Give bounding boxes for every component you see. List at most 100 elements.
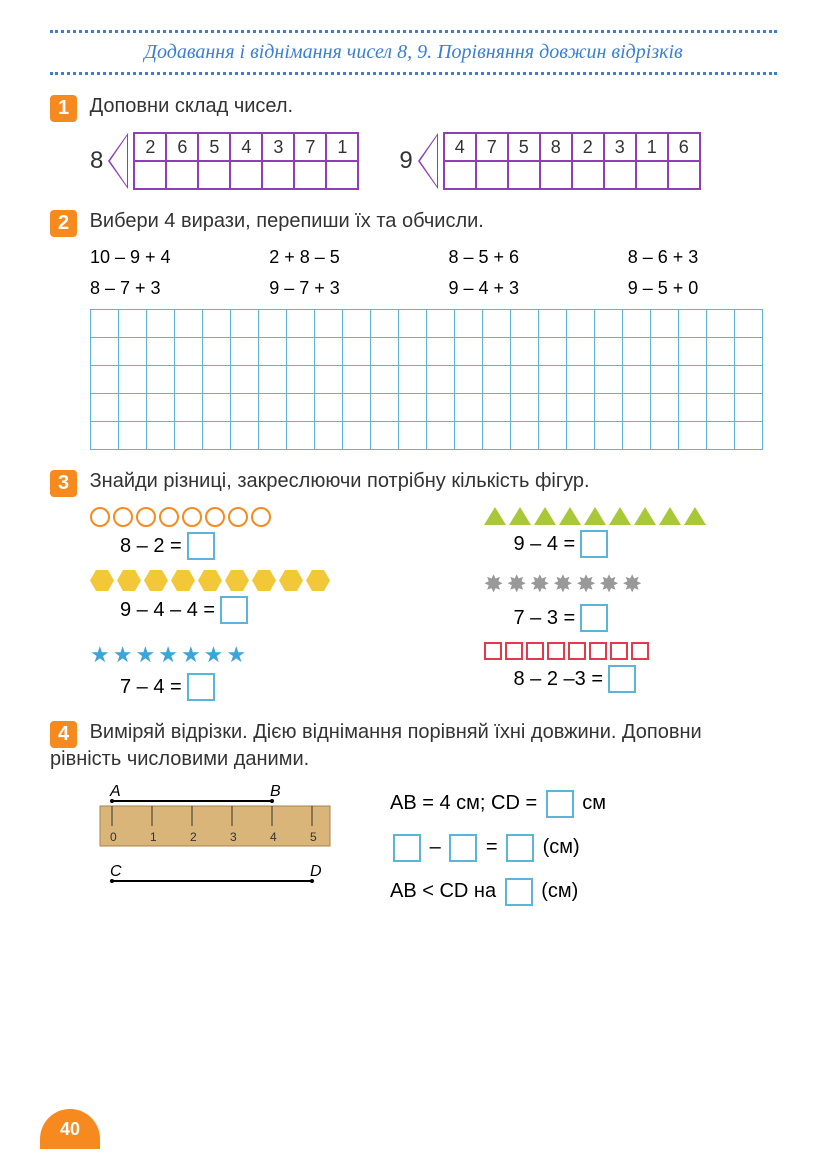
answer-box[interactable] bbox=[187, 673, 215, 701]
square-r-icon bbox=[484, 642, 502, 660]
expression: 9 – 5 + 0 bbox=[628, 278, 777, 299]
number-composition-row: 8 2 6 5 4 3 7 1 bbox=[90, 132, 777, 190]
table-9: 4 7 5 8 2 3 1 6 bbox=[443, 132, 701, 190]
answer-box[interactable] bbox=[546, 790, 574, 818]
star-gray-icon: ✸ bbox=[530, 570, 550, 599]
cell: 8 bbox=[540, 133, 572, 161]
answer-cell[interactable] bbox=[198, 161, 230, 189]
star-gray-icon: ✸ bbox=[622, 570, 642, 599]
expression: 9 – 4 + 3 bbox=[449, 278, 598, 299]
hexagon-icon bbox=[279, 570, 303, 591]
page-number: 40 bbox=[40, 1109, 100, 1149]
expression: 8 – 7 + 3 bbox=[90, 278, 239, 299]
hexagon-shapes bbox=[90, 570, 384, 591]
answer-cell[interactable] bbox=[636, 161, 668, 189]
answer-cell[interactable] bbox=[230, 161, 262, 189]
answer-cell[interactable] bbox=[444, 161, 476, 189]
answer-cell[interactable] bbox=[476, 161, 508, 189]
circle-o-icon bbox=[90, 507, 110, 527]
cell: 6 bbox=[166, 133, 198, 161]
shapes-row-2: 9 – 4 – 4 = ✸✸✸✸✸✸✸ 7 – 3 = bbox=[90, 570, 777, 632]
square-r-icon bbox=[631, 642, 649, 660]
cell: 2 bbox=[134, 133, 166, 161]
answer-cell[interactable] bbox=[572, 161, 604, 189]
label-8: 8 bbox=[90, 147, 103, 175]
cell: 7 bbox=[294, 133, 326, 161]
square-r-icon bbox=[568, 642, 586, 660]
equation: 8 – 2 –3 = bbox=[514, 665, 778, 693]
star-blue-icon: ★ bbox=[113, 642, 133, 668]
table-8: 2 6 5 4 3 7 1 bbox=[133, 132, 359, 190]
hexagon-icon bbox=[306, 570, 330, 591]
expression: 8 – 6 + 3 bbox=[628, 247, 777, 268]
ruler-icon bbox=[100, 806, 330, 846]
star-gray-icon: ✸ bbox=[507, 570, 527, 599]
task-number: 2 bbox=[50, 210, 77, 237]
svg-text:5: 5 bbox=[310, 830, 317, 844]
answer-cell[interactable] bbox=[508, 161, 540, 189]
circle-o-icon bbox=[251, 507, 271, 527]
answer-box[interactable] bbox=[449, 834, 477, 862]
cell: 3 bbox=[604, 133, 636, 161]
star-gray-icon: ✸ bbox=[599, 570, 619, 599]
point-B: B bbox=[270, 783, 281, 800]
answer-box[interactable] bbox=[187, 532, 215, 560]
cell: 4 bbox=[230, 133, 262, 161]
task-number: 3 bbox=[50, 470, 77, 497]
triangle-g-icon bbox=[534, 507, 556, 525]
circle-o-icon bbox=[205, 507, 225, 527]
task4-equations: AB = 4 см; CD = см – = (см) AB < CD на (… bbox=[390, 781, 606, 913]
shapes-row-3: ★★★★★★★ 7 – 4 = 8 – 2 –3 = bbox=[90, 642, 777, 701]
triangle-g-icon bbox=[659, 507, 681, 525]
label-9: 9 bbox=[399, 147, 412, 175]
task-instruction: Доповни склад чисел. bbox=[90, 95, 294, 117]
gray-star-shapes: ✸✸✸✸✸✸✸ bbox=[484, 570, 778, 599]
answer-box[interactable] bbox=[608, 665, 636, 693]
hexagon-icon bbox=[225, 570, 249, 591]
answer-box[interactable] bbox=[220, 596, 248, 624]
point-D: D bbox=[310, 863, 322, 880]
ruler-diagram: A B 0 1 2 3 4 5 C D bbox=[90, 781, 340, 913]
answer-cell[interactable] bbox=[326, 161, 358, 189]
triangle-g-icon bbox=[634, 507, 656, 525]
square-r-icon bbox=[505, 642, 523, 660]
hexagon-icon bbox=[117, 570, 141, 591]
svg-text:4: 4 bbox=[270, 830, 277, 844]
svg-text:1: 1 bbox=[150, 830, 157, 844]
arrow-icon bbox=[418, 133, 438, 189]
star-gray-icon: ✸ bbox=[484, 570, 504, 599]
cell: 2 bbox=[572, 133, 604, 161]
answer-cell[interactable] bbox=[540, 161, 572, 189]
circle-o-icon bbox=[113, 507, 133, 527]
eq-line-2: – = (см) bbox=[390, 825, 606, 869]
hexagon-icon bbox=[90, 570, 114, 591]
svg-text:0: 0 bbox=[110, 830, 117, 844]
hexagon-icon bbox=[198, 570, 222, 591]
answer-cell[interactable] bbox=[134, 161, 166, 189]
answer-box[interactable] bbox=[393, 834, 421, 862]
answer-cell[interactable] bbox=[668, 161, 700, 189]
answer-box[interactable] bbox=[580, 530, 608, 558]
point-C: C bbox=[110, 863, 122, 880]
task-instruction: Вибери 4 вирази, перепиши їх та обчисли. bbox=[90, 210, 484, 232]
answer-box[interactable] bbox=[580, 604, 608, 632]
arrow-icon bbox=[108, 133, 128, 189]
expression: 2 + 8 – 5 bbox=[269, 247, 418, 268]
work-grid[interactable] bbox=[90, 309, 763, 450]
task-number: 1 bbox=[50, 95, 77, 122]
equation: 7 – 3 = bbox=[514, 604, 778, 632]
triangle-g-icon bbox=[684, 507, 706, 525]
cell: 6 bbox=[668, 133, 700, 161]
triangle-g-icon bbox=[509, 507, 531, 525]
composition-8: 8 2 6 5 4 3 7 1 bbox=[90, 132, 359, 190]
triangles-shapes bbox=[484, 507, 778, 525]
answer-box[interactable] bbox=[506, 834, 534, 862]
answer-cell[interactable] bbox=[166, 161, 198, 189]
answer-box[interactable] bbox=[505, 878, 533, 906]
star-blue-icon: ★ bbox=[226, 642, 246, 668]
answer-cell[interactable] bbox=[294, 161, 326, 189]
task-number: 4 bbox=[50, 721, 77, 748]
shapes-row-1: 8 – 2 = 9 – 4 = bbox=[90, 507, 777, 560]
answer-cell[interactable] bbox=[604, 161, 636, 189]
answer-cell[interactable] bbox=[262, 161, 294, 189]
